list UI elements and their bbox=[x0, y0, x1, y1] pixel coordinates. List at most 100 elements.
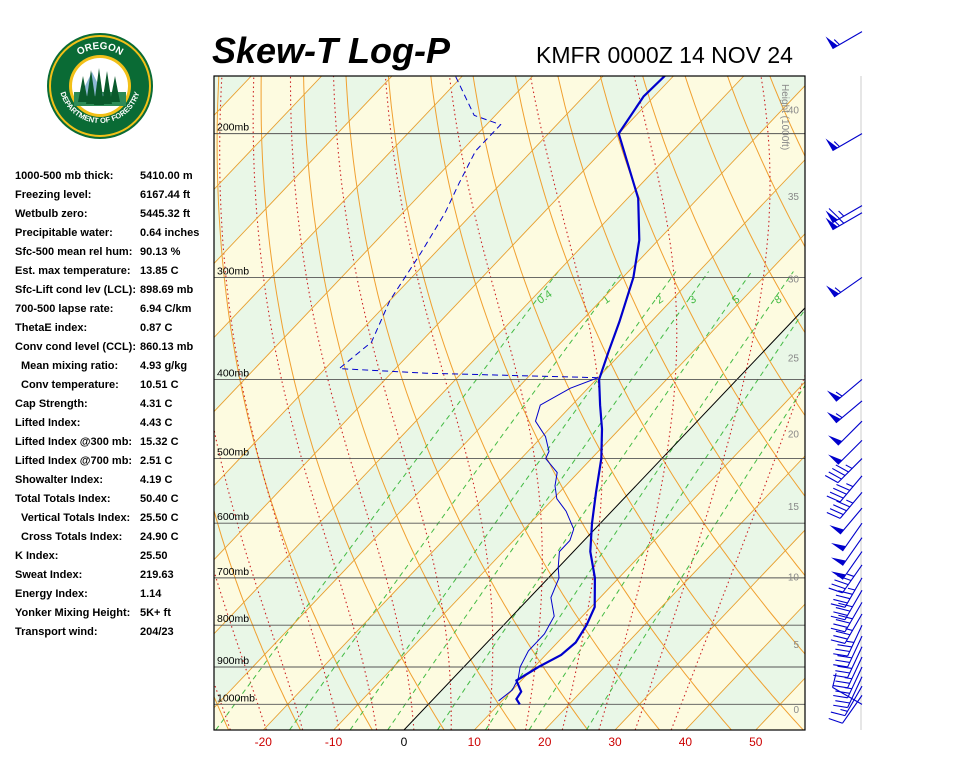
temperature-line bbox=[515, 76, 667, 705]
index-row: Total Totals Index: 50.40 C bbox=[15, 490, 215, 509]
wind-barb bbox=[830, 602, 863, 633]
barb-staff bbox=[847, 656, 863, 689]
pressure-label: 700mb bbox=[217, 566, 249, 578]
index-label: Vertical Totals Index: bbox=[21, 512, 131, 524]
barb-staff bbox=[837, 439, 863, 465]
barb-feather bbox=[835, 659, 850, 663]
barb-feather bbox=[833, 664, 848, 668]
index-row: Yonker Mixing Height: 5K+ ft bbox=[15, 604, 215, 623]
isotherm bbox=[826, 76, 960, 730]
isotherm-band bbox=[214, 85, 805, 730]
index-label: Lifted Index: bbox=[15, 417, 81, 429]
pressure-label: 600mb bbox=[217, 511, 249, 523]
wind-barb bbox=[830, 685, 863, 717]
barb-feather bbox=[830, 603, 846, 608]
index-label: Total Totals Index: bbox=[15, 493, 111, 505]
dry-adiabat bbox=[812, 76, 960, 730]
wind-barb bbox=[826, 475, 863, 503]
dry-adiabat bbox=[855, 76, 960, 730]
barb-staff bbox=[839, 475, 863, 503]
barb-pennant bbox=[826, 390, 841, 402]
tree-icon bbox=[102, 71, 112, 104]
index-label: Showalter Index: bbox=[15, 474, 104, 486]
wind-barb bbox=[830, 590, 863, 621]
wind-barb bbox=[833, 635, 863, 668]
wind-barb bbox=[831, 537, 863, 566]
index-value: 0.64 inches bbox=[140, 227, 200, 239]
barb-pennant bbox=[831, 571, 846, 580]
barb-staff bbox=[844, 613, 863, 644]
barb-staff bbox=[835, 379, 863, 402]
pressure-levels: 1000mb 900mb 800mb 700mb 600mb 500mb 400mb 300m… bbox=[214, 122, 805, 705]
height-tick-label: 20 bbox=[788, 429, 800, 440]
wind-barb bbox=[833, 646, 863, 679]
index-row: Lifted Index: 4.43 C bbox=[15, 414, 215, 433]
barb-feather bbox=[832, 467, 846, 477]
height-tick-label: 15 bbox=[788, 502, 800, 513]
index-row: Sweat Index: 219.63 bbox=[15, 566, 215, 585]
barb-feather bbox=[829, 508, 844, 516]
barb-feather bbox=[833, 694, 848, 699]
mixing-ratio-line bbox=[436, 271, 753, 730]
barb-feather bbox=[830, 615, 846, 621]
barb-feather bbox=[828, 587, 843, 594]
pressure-label: 800mb bbox=[217, 613, 249, 625]
barb-staff bbox=[847, 646, 863, 678]
index-row: Lifted Index @300 mb: 15.32 C bbox=[15, 433, 215, 452]
barb-feather bbox=[828, 471, 842, 480]
isotherm bbox=[214, 85, 805, 709]
mixing-ratio-line bbox=[349, 271, 677, 730]
index-value: 4.43 C bbox=[140, 417, 173, 429]
tree-icon bbox=[78, 76, 88, 102]
dry-adiabat bbox=[214, 695, 230, 730]
index-label: Energy Index: bbox=[15, 588, 88, 600]
wind-barb bbox=[826, 276, 863, 298]
pressure-label: 300mb bbox=[217, 265, 249, 277]
dry-adiabat bbox=[75, 76, 157, 730]
isotherm bbox=[214, 76, 674, 561]
temperature-tick-label: 0 bbox=[401, 735, 408, 749]
moist-adiabat bbox=[219, 76, 341, 730]
temperature-tick-label: -20 bbox=[255, 735, 273, 749]
barb-half-feather bbox=[835, 413, 843, 419]
moist-adiabats bbox=[214, 76, 805, 730]
moist-adiabat bbox=[598, 76, 678, 730]
index-value: 898.69 mb bbox=[140, 284, 194, 296]
wind-barb bbox=[826, 379, 863, 402]
barb-feather bbox=[836, 500, 851, 508]
dry-adiabat bbox=[472, 76, 804, 730]
barb-staff bbox=[832, 31, 863, 50]
index-row: Wetbulb zero: 5445.32 ft bbox=[15, 205, 215, 224]
index-row: Est. max temperature: 13.85 C bbox=[15, 262, 215, 281]
wind-barb bbox=[829, 507, 863, 535]
barb-half-feather bbox=[833, 39, 840, 46]
barb-feather bbox=[833, 653, 848, 657]
dry-adiabat bbox=[939, 76, 960, 730]
index-label: Lifted Index @700 mb: bbox=[15, 455, 133, 467]
barb-staff bbox=[847, 624, 863, 657]
index-label: 1000-500 mb thick: bbox=[15, 170, 114, 182]
moist-adiabat bbox=[252, 76, 378, 730]
barb-feather bbox=[836, 483, 851, 491]
dry-adiabat bbox=[515, 76, 805, 655]
temperature-axis: -20 -10 0 10 20 30 40 50 bbox=[255, 735, 763, 749]
dry-adiabat bbox=[260, 76, 445, 730]
dry-adiabat bbox=[345, 76, 589, 730]
index-label: ThetaE index: bbox=[15, 322, 88, 334]
barb-feather bbox=[826, 511, 841, 519]
index-label: Conv temperature: bbox=[21, 379, 119, 391]
barb-pennant bbox=[831, 557, 846, 566]
barb-feather bbox=[833, 635, 848, 640]
barb-feather bbox=[830, 711, 846, 717]
index-value: 15.32 C bbox=[140, 436, 179, 448]
index-row: Sfc-Lift cond lev (LCL): 898.69 mb bbox=[15, 281, 215, 300]
barb-pennant bbox=[826, 285, 840, 297]
barb-pennant bbox=[825, 138, 838, 151]
isotherm bbox=[214, 76, 463, 339]
moist-adiabat bbox=[670, 373, 805, 730]
barb-feather bbox=[833, 684, 848, 689]
barb-staff bbox=[844, 685, 863, 716]
